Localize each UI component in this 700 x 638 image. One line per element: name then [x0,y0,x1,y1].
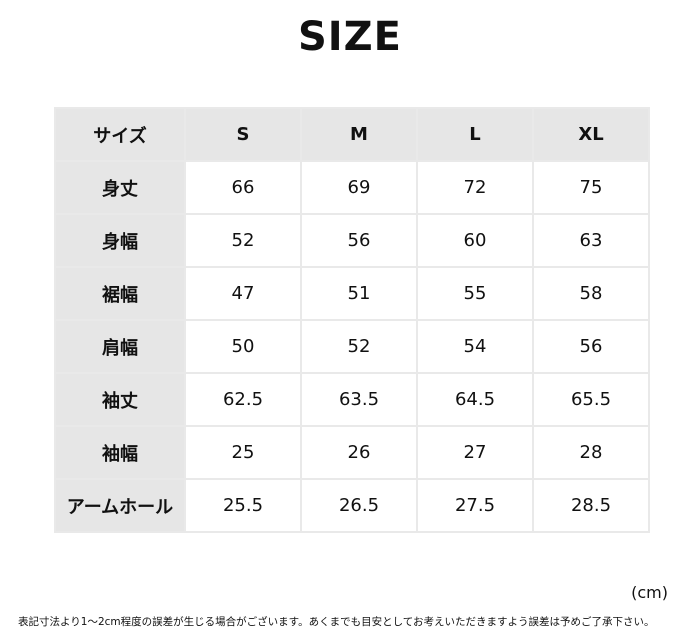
page-title: SIZE [297,14,403,60]
table-cell: 52 [184,213,302,268]
table-cell: 28 [532,425,650,480]
table-cell: 62.5 [184,372,302,427]
table-cell: 63.5 [300,372,418,427]
size-header: S [184,107,302,162]
table-cell: 72 [416,160,534,215]
table-row: 袖丈 62.5 63.5 64.5 65.5 [54,372,650,427]
table-cell: 27 [416,425,534,480]
table-cell: 47 [184,266,302,321]
row-label: 裾幅 [54,266,186,321]
size-header: L [416,107,534,162]
row-label: アームホール [54,478,186,533]
size-table: サイズ S M L XL 身丈 66 69 72 75 身幅 52 56 60 63 裾幅 47 51 55 58 肩… [54,107,650,533]
table-cell: 66 [184,160,302,215]
label-header: サイズ [54,107,186,162]
row-label: 袖丈 [54,372,186,427]
disclaimer-note: 表記寸法より1～2cm程度の誤差が生じる場合がございます。あくまでも目安としてお… [18,616,655,628]
table-cell: 25.5 [184,478,302,533]
size-header: XL [532,107,650,162]
table-cell: 60 [416,213,534,268]
row-label: 袖幅 [54,425,186,480]
table-cell: 58 [532,266,650,321]
table-cell: 51 [300,266,418,321]
table-cell: 64.5 [416,372,534,427]
table-row: アームホール 25.5 26.5 27.5 28.5 [54,478,650,533]
table-cell: 54 [416,319,534,374]
table-cell: 69 [300,160,418,215]
row-label: 肩幅 [54,319,186,374]
table-cell: 55 [416,266,534,321]
table-cell: 26.5 [300,478,418,533]
table-cell: 26 [300,425,418,480]
table-cell: 65.5 [532,372,650,427]
unit-label: (cm) [631,583,668,602]
table-cell: 50 [184,319,302,374]
row-label: 身幅 [54,213,186,268]
table-cell: 25 [184,425,302,480]
table-row: 身丈 66 69 72 75 [54,160,650,215]
size-header: M [300,107,418,162]
table-cell: 56 [300,213,418,268]
row-label: 身丈 [54,160,186,215]
table-cell: 27.5 [416,478,534,533]
table-row: 身幅 52 56 60 63 [54,213,650,268]
table-cell: 75 [532,160,650,215]
table-row: 肩幅 50 52 54 56 [54,319,650,374]
table-row: 裾幅 47 51 55 58 [54,266,650,321]
table-cell: 63 [532,213,650,268]
header-row: サイズ S M L XL [54,107,650,162]
table-cell: 28.5 [532,478,650,533]
table-cell: 52 [300,319,418,374]
table-cell: 56 [532,319,650,374]
table-row: 袖幅 25 26 27 28 [54,425,650,480]
